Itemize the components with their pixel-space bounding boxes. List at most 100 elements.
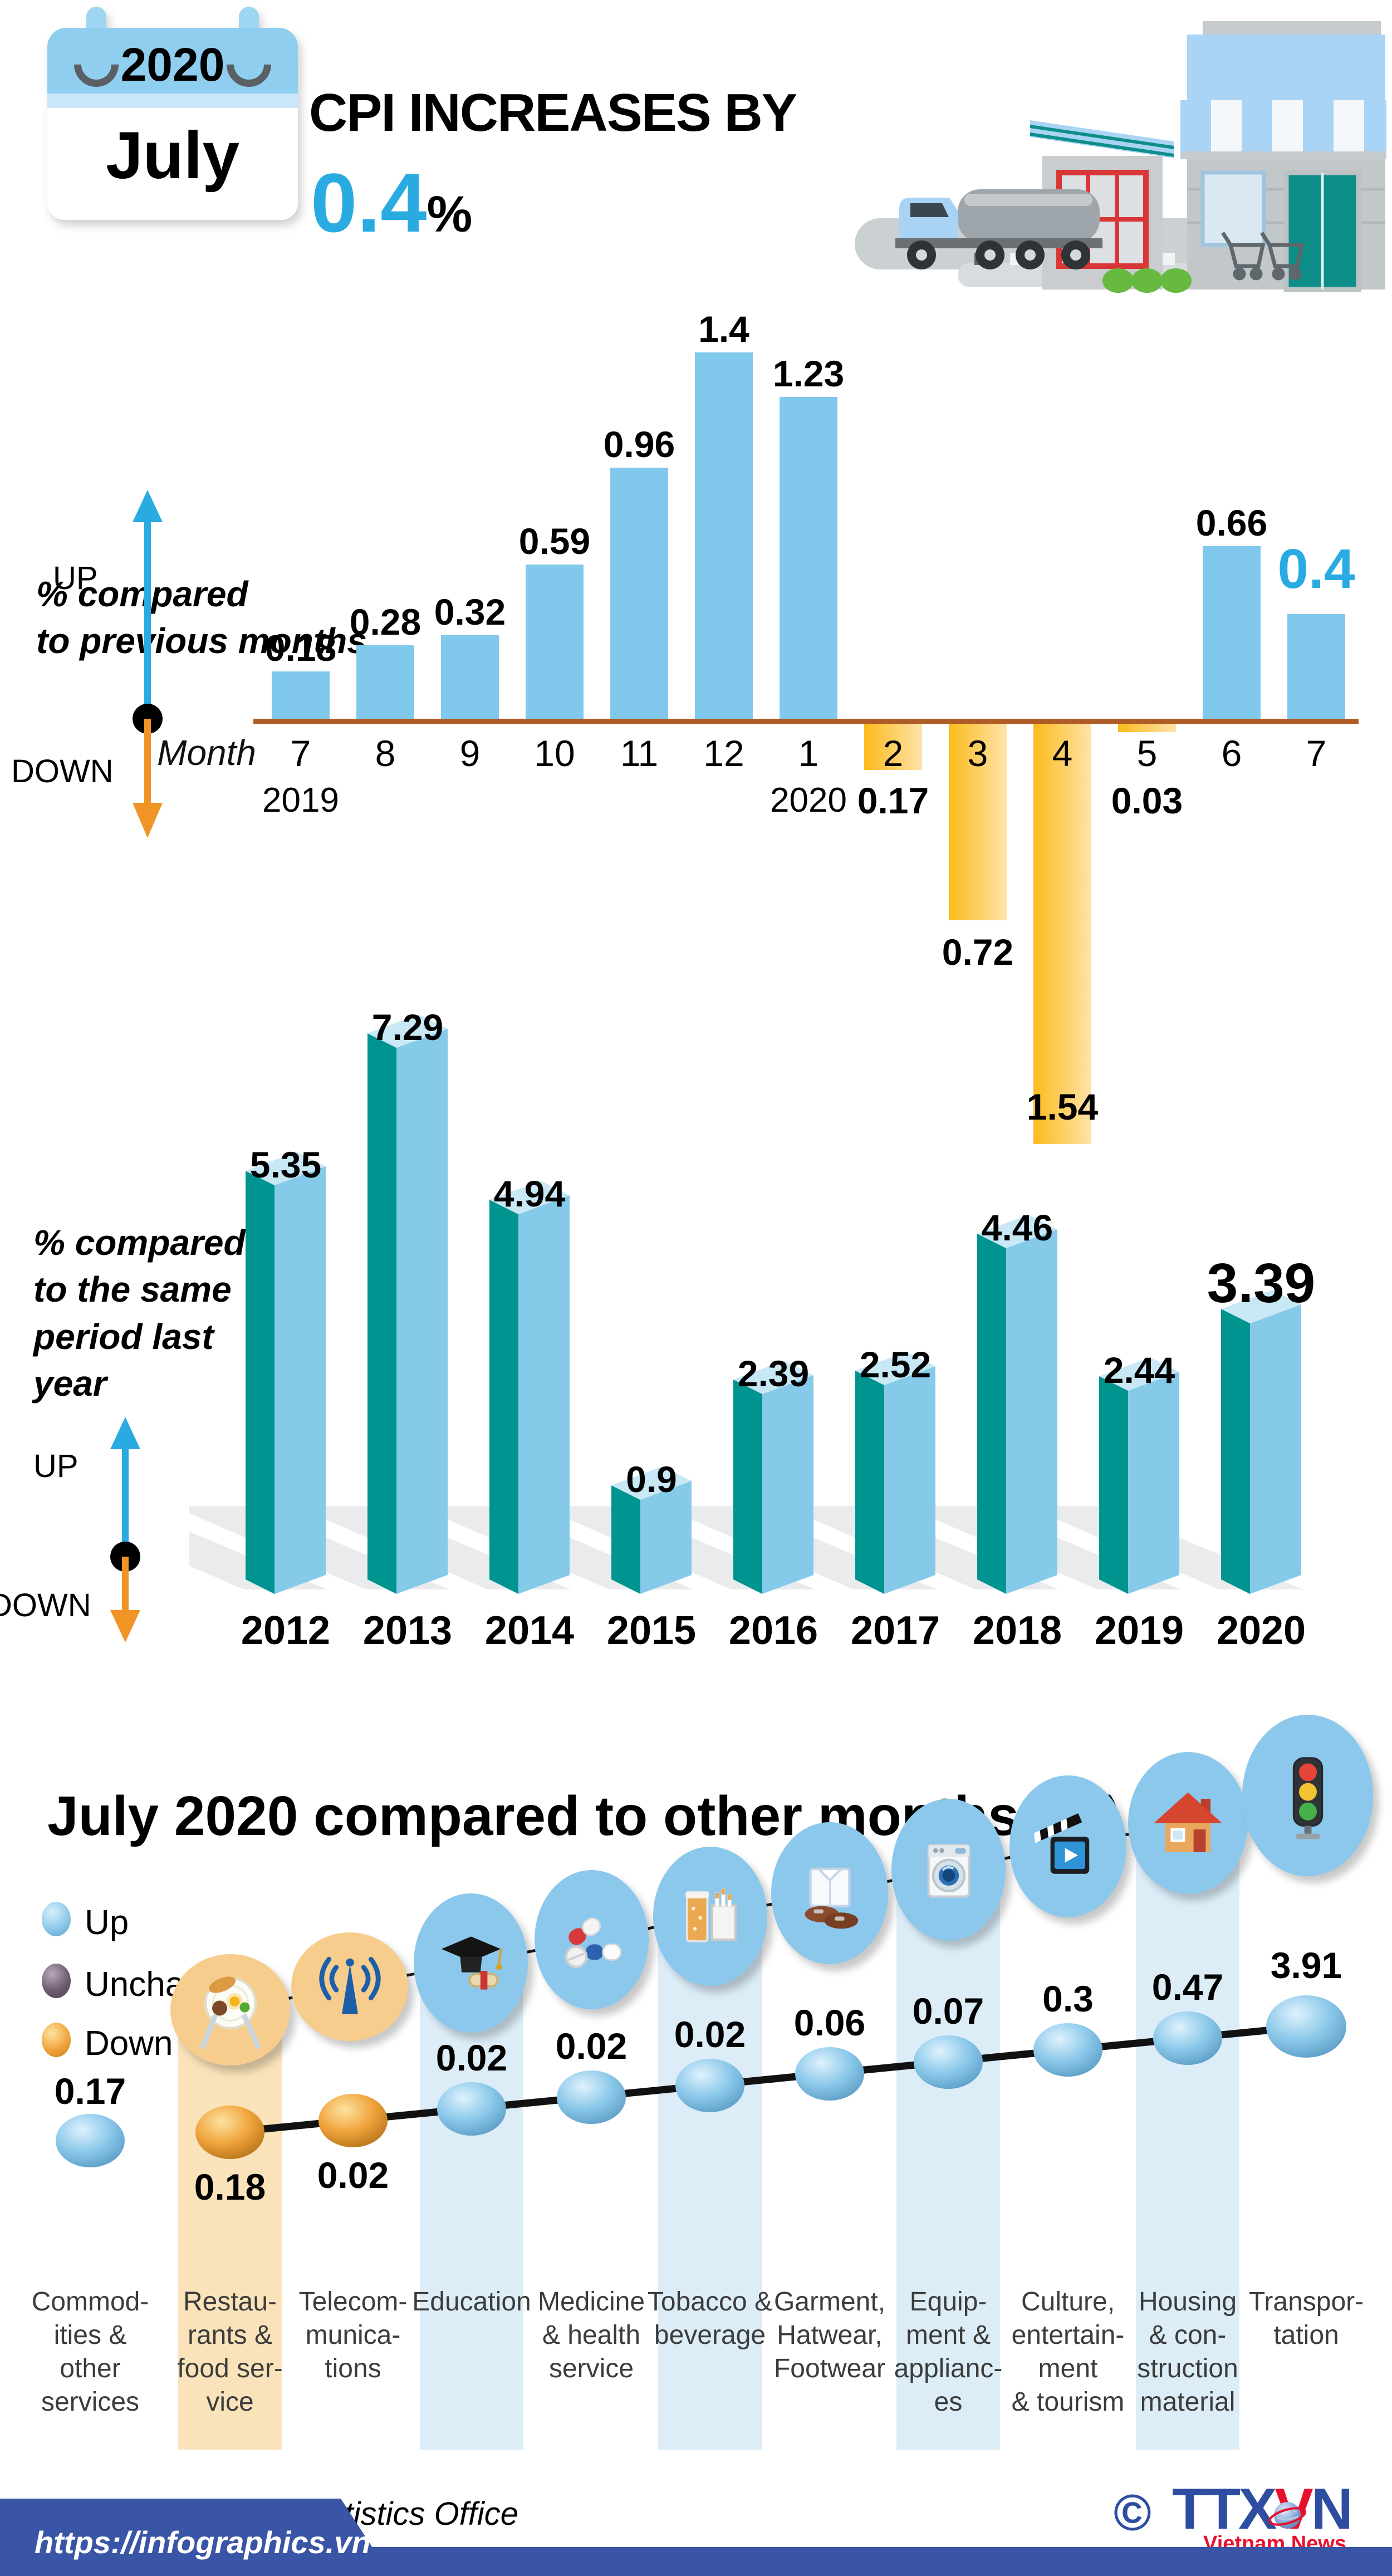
legend-down-ball-icon [42, 2023, 71, 2057]
chart1-value-highlight: 0.4 [1277, 538, 1355, 600]
category-value: 0.17 [54, 2070, 126, 2112]
category-value: 0.47 [1151, 1966, 1224, 2008]
category-value: 0.02 [317, 2155, 389, 2196]
calendar-icon: 2020 July [47, 7, 298, 220]
chart2-value-highlight: 3.39 [1207, 1252, 1316, 1314]
transportation-icon [1242, 1715, 1373, 1876]
band-housing [1136, 1815, 1239, 2450]
page-title: CPI INCREASES BY [309, 83, 797, 143]
infographics-url-link[interactable]: https://infographics.vn [35, 2525, 371, 2560]
chart2-value: 4.94 [493, 1173, 566, 1214]
chart2-value: 2.52 [859, 1344, 932, 1385]
category-label: Restau- rants & food ser- vice [177, 2287, 283, 2417]
chart1-up-label: UP [53, 560, 98, 596]
chart1-axis [253, 719, 1359, 724]
chart1-bar-down [949, 724, 1007, 920]
chart1-month: 1 [798, 733, 819, 774]
legend-up-label: Up [85, 1903, 129, 1942]
chart2-year: 2016 [728, 1608, 818, 1653]
store-truck-illustration [846, 6, 1392, 295]
globe-icon [1268, 2502, 1306, 2529]
chart1-bar-down [1033, 724, 1091, 1144]
category-label: Equip- ment & applianc- es [894, 2287, 1003, 2417]
category-value: 0.02 [555, 2025, 628, 2067]
headline-number: 0.4 [311, 156, 427, 249]
calendar-body [47, 108, 298, 220]
education-icon [414, 1893, 528, 2033]
up-down-arrow-icon [110, 1417, 140, 1642]
headline-value: 0.4% [311, 155, 472, 251]
chart1-bar [1203, 546, 1261, 719]
culture-entertainment-icon [1009, 1775, 1126, 1917]
band-restaurants [178, 2027, 282, 2450]
chart2-year: 2015 [606, 1608, 697, 1653]
chart1-bar-down [1118, 724, 1176, 732]
chart1-month: 12 [703, 733, 744, 774]
chart1-bar [695, 352, 753, 719]
chart2-year: 2017 [850, 1608, 940, 1653]
chart2-year: 2019 [1094, 1608, 1184, 1653]
category-value: 0.18 [194, 2166, 266, 2207]
category-value: 0.07 [912, 1990, 984, 2032]
chart1-bar [610, 468, 668, 719]
garment-footwear-icon [771, 1822, 888, 1964]
category-value: 0.02 [435, 2037, 508, 2078]
chart2-updown-legend [95, 1417, 156, 1642]
chart1-month: 3 [967, 733, 988, 774]
category-label: Garment, Hatwear, Footwear [773, 2287, 886, 2383]
chart2-value: 0.9 [626, 1459, 677, 1500]
chart1-value: 0.32 [434, 591, 506, 632]
chart2-value: 2.39 [737, 1353, 810, 1394]
housing-construction-icon [1128, 1752, 1248, 1894]
chart1-down-label: DOWN [11, 753, 114, 789]
chart1-value: 1.4 [698, 308, 749, 350]
chart1-bar [526, 565, 584, 719]
chart1-value: 0.28 [349, 601, 421, 642]
chart1-month: 4 [1052, 733, 1073, 774]
chart1-month: 7 [290, 733, 311, 774]
category-label: Culture, entertain- ment & tourism [1011, 2287, 1125, 2417]
restaurants-food-icon [170, 1954, 290, 2065]
category-value: 3.91 [1270, 1945, 1342, 1986]
chart1-month: 7 [1306, 733, 1327, 774]
chart2-value: 5.35 [249, 1144, 322, 1185]
chart1-value: 0.59 [518, 521, 591, 562]
chart1-value: 0.03 [1111, 780, 1183, 821]
medicine-icon [535, 1870, 649, 2009]
category-label: Transpor- tation [1248, 2287, 1364, 2350]
equipment-appliances-icon [891, 1799, 1006, 1941]
copyright-symbol: © [1114, 2485, 1151, 2541]
chart1-bar [272, 671, 330, 719]
category-label: Housing & con- struction material [1137, 2287, 1238, 2417]
chart1-year: 2019 [262, 781, 339, 820]
chart2-value: 4.46 [981, 1207, 1053, 1248]
chart1-value: 0.17 [857, 780, 929, 821]
telecom-tower-icon [291, 1932, 408, 2041]
chart2-label: % compared to the same period last year [33, 1223, 246, 1404]
category-label: Medicine & health service [537, 2287, 645, 2383]
chart1-bar [441, 635, 499, 719]
logo-ttx: TTX [1172, 2477, 1277, 2541]
footer-bar [0, 2489, 1392, 2576]
legend-unchanged-ball-icon [42, 1964, 71, 1998]
chart1-value: 1.23 [772, 353, 845, 394]
calendar-year: 2020 [120, 38, 225, 91]
store-truck-graphic [855, 21, 1392, 293]
chart1-value: 0.66 [1195, 502, 1268, 543]
sphere-line-chart [0, 1976, 1392, 2227]
calendar-strip [47, 94, 298, 108]
chart2-bars [50, 1002, 1392, 1648]
chart2-down-label: DOWN [0, 1587, 91, 1623]
chart1-bar-down [864, 724, 922, 770]
up-down-arrow-icon [133, 490, 163, 838]
category-value: 0.06 [793, 2002, 866, 2043]
category-label: Tobacco & beverage [647, 2287, 773, 2350]
calendar-header [47, 28, 298, 94]
calendar-month: July [105, 118, 240, 193]
icon-connector-line [0, 1726, 1392, 2116]
chart1-bar [780, 397, 837, 719]
chart1-axis-label: Month [157, 733, 256, 773]
chart1-bar [1287, 614, 1345, 719]
category-label: Telecom- munica- tions [298, 2287, 408, 2383]
